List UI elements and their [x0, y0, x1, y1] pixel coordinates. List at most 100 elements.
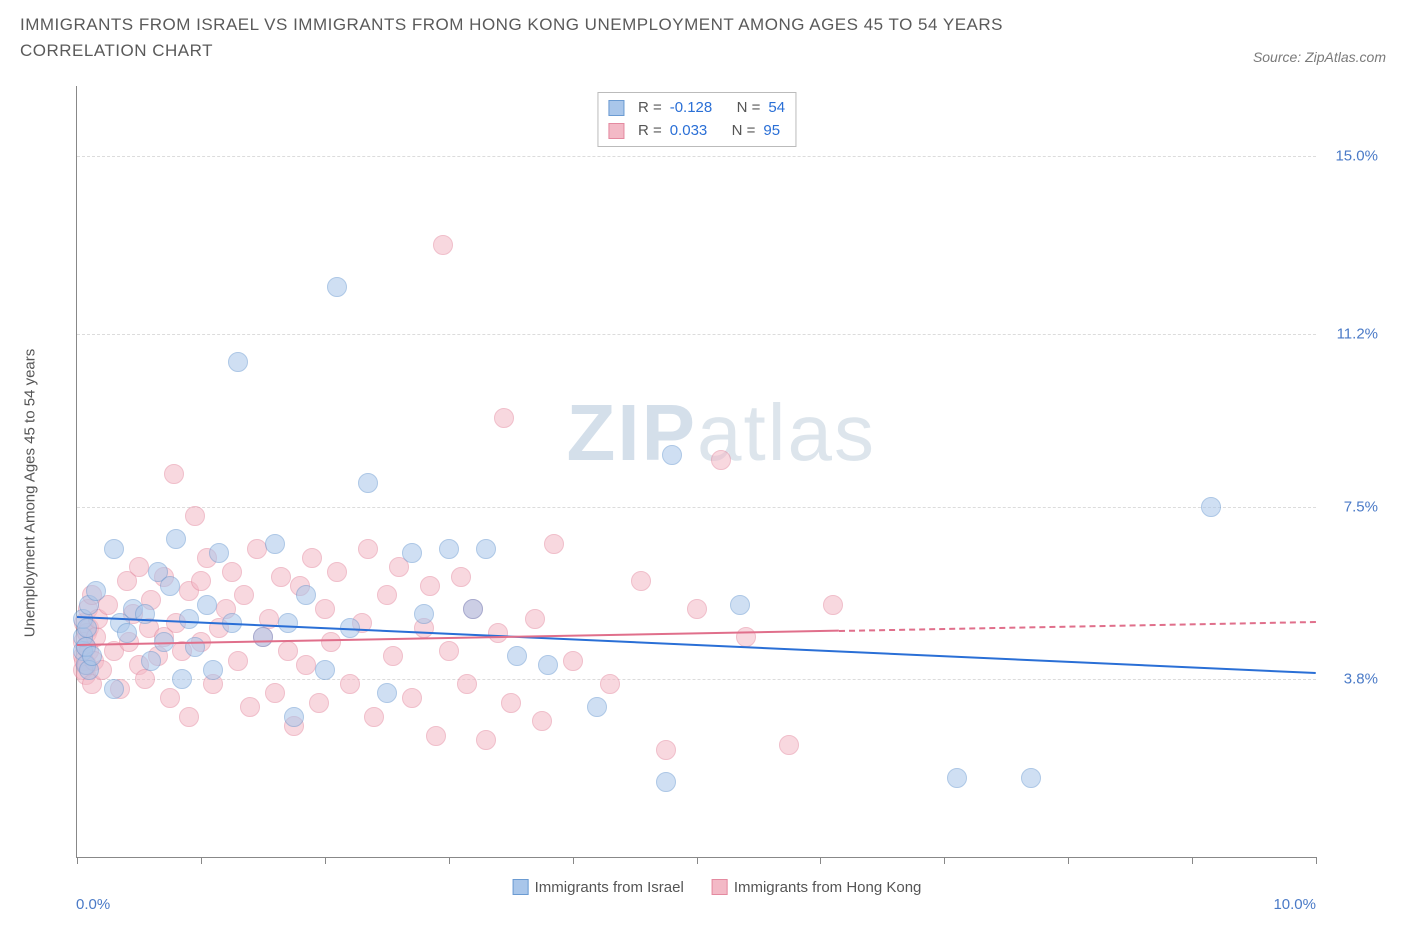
data-point	[439, 539, 459, 559]
data-point	[779, 735, 799, 755]
x-tick	[1192, 857, 1193, 864]
data-point	[315, 599, 335, 619]
data-point	[234, 585, 254, 605]
data-point	[265, 534, 285, 554]
y-tick-label: 7.5%	[1344, 498, 1378, 515]
gridline	[77, 156, 1316, 157]
x-tick	[573, 857, 574, 864]
data-point	[321, 632, 341, 652]
x-tick	[201, 857, 202, 864]
data-point	[271, 567, 291, 587]
x-tick	[1068, 857, 1069, 864]
data-point	[383, 646, 403, 666]
data-point	[433, 235, 453, 255]
x-min-label: 0.0%	[76, 896, 110, 913]
data-point	[600, 674, 620, 694]
data-point	[191, 571, 211, 591]
x-max-label: 10.0%	[1273, 896, 1316, 913]
data-point	[197, 595, 217, 615]
data-point	[302, 548, 322, 568]
data-point	[240, 697, 260, 717]
data-point	[166, 529, 186, 549]
data-point	[687, 599, 707, 619]
data-point	[160, 688, 180, 708]
data-point	[544, 534, 564, 554]
data-point	[1021, 768, 1041, 788]
data-point	[426, 726, 446, 746]
y-axis-label: Unemployment Among Ages 45 to 54 years	[22, 349, 39, 638]
data-point	[203, 660, 223, 680]
plot-area: ZIPatlas R = -0.128 N = 54R = 0.033 N = …	[76, 86, 1316, 858]
data-point	[296, 655, 316, 675]
data-point	[439, 641, 459, 661]
data-point	[315, 660, 335, 680]
gridline	[77, 679, 1316, 680]
data-point	[185, 637, 205, 657]
data-point	[402, 543, 422, 563]
data-point	[284, 707, 304, 727]
data-point	[117, 623, 137, 643]
data-point	[179, 707, 199, 727]
data-point	[662, 445, 682, 465]
data-point	[129, 557, 149, 577]
data-point	[656, 772, 676, 792]
trendline	[839, 621, 1316, 632]
data-point	[309, 693, 329, 713]
data-point	[451, 567, 471, 587]
data-point	[164, 464, 184, 484]
data-point	[656, 740, 676, 760]
source-attribution: Source: ZipAtlas.com	[1253, 49, 1386, 65]
x-tick	[820, 857, 821, 864]
data-point	[563, 651, 583, 671]
data-point	[532, 711, 552, 731]
data-point	[296, 585, 316, 605]
x-tick	[325, 857, 326, 864]
y-tick-label: 11.2%	[1337, 325, 1378, 342]
data-point	[86, 581, 106, 601]
data-point	[278, 613, 298, 633]
data-point	[377, 683, 397, 703]
correlation-chart: Unemployment Among Ages 45 to 54 years Z…	[48, 86, 1386, 900]
series-legend: Immigrants from Israel Immigrants from Ho…	[513, 879, 922, 896]
data-point	[947, 768, 967, 788]
data-point	[340, 674, 360, 694]
data-point	[179, 609, 199, 629]
x-tick	[697, 857, 698, 864]
data-point	[457, 674, 477, 694]
data-point	[141, 651, 161, 671]
legend-item: Immigrants from Hong Kong	[712, 879, 922, 896]
data-point	[364, 707, 384, 727]
x-tick	[77, 857, 78, 864]
y-tick-label: 3.8%	[1344, 671, 1378, 688]
data-point	[104, 539, 124, 559]
data-point	[823, 595, 843, 615]
data-point	[104, 679, 124, 699]
data-point	[538, 655, 558, 675]
data-point	[494, 408, 514, 428]
data-point	[507, 646, 527, 666]
stats-legend: R = -0.128 N = 54R = 0.033 N = 95	[597, 92, 796, 147]
data-point	[172, 669, 192, 689]
x-tick	[1316, 857, 1317, 864]
data-point	[278, 641, 298, 661]
data-point	[160, 576, 180, 596]
data-point	[414, 604, 434, 624]
data-point	[327, 277, 347, 297]
x-tick	[944, 857, 945, 864]
chart-title: IMMIGRANTS FROM ISRAEL VS IMMIGRANTS FRO…	[20, 12, 1120, 65]
gridline	[77, 334, 1316, 335]
data-point	[228, 352, 248, 372]
data-point	[730, 595, 750, 615]
data-point	[587, 697, 607, 717]
data-point	[501, 693, 521, 713]
data-point	[82, 646, 102, 666]
data-point	[77, 618, 97, 638]
data-point	[185, 506, 205, 526]
data-point	[525, 609, 545, 629]
stats-row: R = 0.033 N = 95	[608, 120, 785, 143]
data-point	[377, 585, 397, 605]
data-point	[222, 562, 242, 582]
x-tick	[449, 857, 450, 864]
data-point	[247, 539, 267, 559]
legend-item: Immigrants from Israel	[513, 879, 684, 896]
